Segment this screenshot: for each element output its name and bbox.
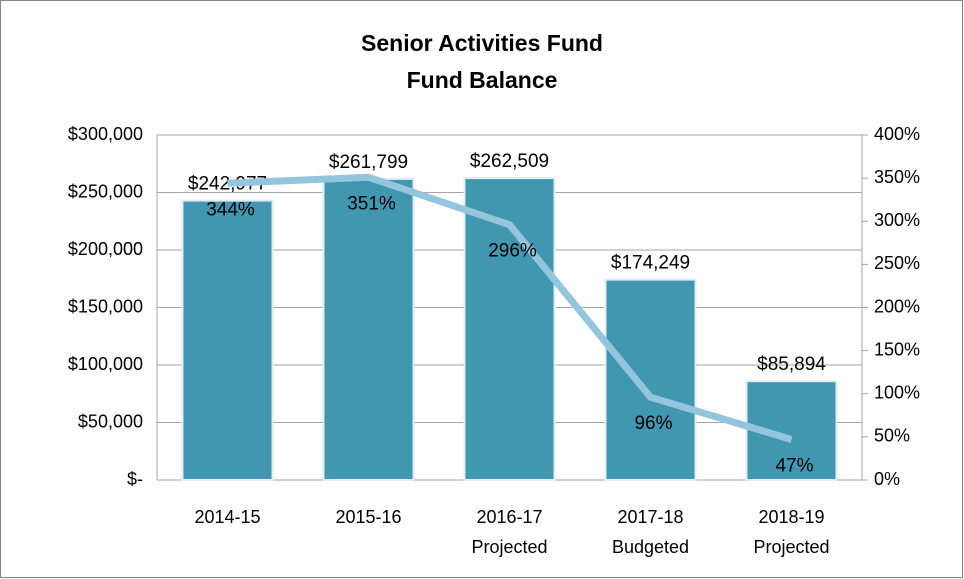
y2-tick-label: 400% <box>874 124 920 144</box>
data-label: $261,799 <box>329 152 408 173</box>
y2-tick-label: 0% <box>874 469 900 489</box>
x-tick-label: 2016-17 <box>476 507 542 527</box>
data-label: 296% <box>488 241 537 262</box>
data-label: 344% <box>206 199 255 220</box>
y2-tick-label: 250% <box>874 253 920 273</box>
x-tick-label: Projected <box>753 537 829 557</box>
x-tick-label: 2014-15 <box>194 507 260 527</box>
y2-tick-label: 150% <box>874 339 920 359</box>
y2-tick-label: 200% <box>874 296 920 316</box>
bar <box>322 177 415 481</box>
y-tick-label: $300,000 <box>68 124 143 144</box>
y-tick-label: $100,000 <box>68 354 143 374</box>
bar <box>604 278 697 481</box>
y2-tick-label: 300% <box>874 210 920 230</box>
data-label: 96% <box>634 413 672 434</box>
x-tick-label: Budgeted <box>612 537 689 557</box>
data-label: 47% <box>775 455 813 476</box>
x-tick-label: 2018-19 <box>758 507 824 527</box>
chart-title: Fund Balance <box>407 67 558 93</box>
y2-tick-label: 50% <box>874 426 910 446</box>
y2-tick-label: 100% <box>874 383 920 403</box>
data-label: $85,894 <box>757 354 826 375</box>
bar <box>181 199 274 481</box>
y-tick-label: $150,000 <box>68 296 143 316</box>
y2-tick-label: 350% <box>874 167 920 187</box>
chart-title: Senior Activities Fund <box>361 30 603 56</box>
data-label: 351% <box>347 193 396 214</box>
line <box>227 173 793 443</box>
x-tick-label: 2017-18 <box>617 507 683 527</box>
y-tick-label: $50,000 <box>78 411 143 431</box>
x-tick-label: Projected <box>471 537 547 557</box>
data-label: $174,249 <box>611 253 690 274</box>
y-tick-label: $- <box>127 469 143 489</box>
x-tick-label: 2015-16 <box>335 507 401 527</box>
y-tick-label: $200,000 <box>68 239 143 259</box>
data-label: $262,509 <box>470 151 549 172</box>
y-tick-label: $250,000 <box>68 181 143 201</box>
data-label: $242,977 <box>188 174 267 195</box>
